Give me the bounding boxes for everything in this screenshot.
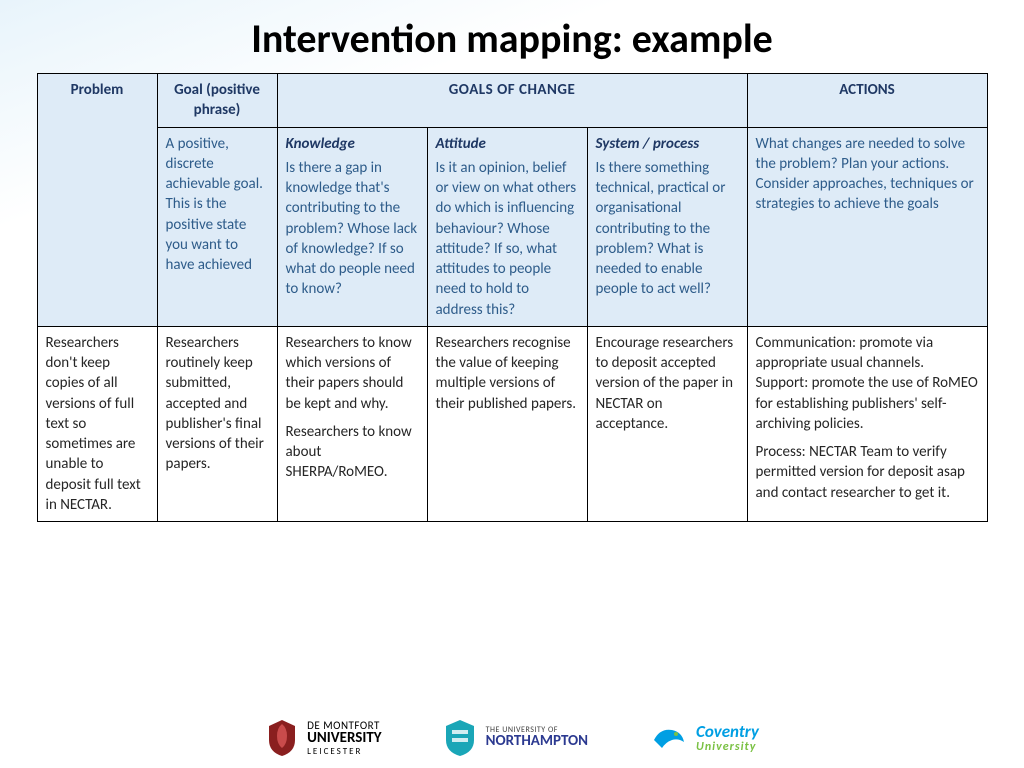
cell-actions-p2: Process: NECTAR Team to verify permitted… <box>756 442 979 503</box>
sub-system-label: System / process <box>596 134 739 154</box>
cell-knowledge-p2: Researchers to know about SHERPA/RoMEO. <box>286 422 419 483</box>
logo-northampton: THE UNIVERSITY OF NORTHAMPTON <box>442 718 588 758</box>
cell-goal: Researchers routinely keep submitted, ac… <box>157 326 277 521</box>
cell-knowledge: Researchers to know which versions of th… <box>277 326 427 521</box>
sub-knowledge: Knowledge Is there a gap in knowledge th… <box>277 127 427 326</box>
slide-title: Intervention mapping: example <box>0 0 1024 73</box>
coventry-line1: Coventry <box>696 723 759 741</box>
northampton-text: THE UNIVERSITY OF NORTHAMPTON <box>486 726 588 750</box>
coventry-line2: University <box>696 741 759 754</box>
coventry-text: Coventry University <box>696 723 759 753</box>
sub-goal: A positive, discrete achievable goal. Th… <box>157 127 277 326</box>
sub-knowledge-label: Knowledge <box>286 134 419 154</box>
sub-attitude-desc: Is it an opinion, belief or view on what… <box>436 158 579 320</box>
cell-actions-p1: Communication: promote via appropriate u… <box>756 333 979 434</box>
dmu-text: DE MONTFORT UNIVERSITY LEICESTER <box>307 720 381 757</box>
cell-system: Encourage researchers to deposit accepte… <box>587 326 747 521</box>
col-problem: Problem <box>37 74 157 327</box>
table-header-row: Problem Goal (positive phrase) GOALS OF … <box>37 74 987 128</box>
northampton-line2: NORTHAMPTON <box>486 734 588 750</box>
sub-actions-desc: What changes are needed to solve the pro… <box>756 134 979 215</box>
table-data-row: Researchers don't keep copies of all ver… <box>37 326 987 521</box>
sub-system-desc: Is there something technical, practical … <box>596 158 739 300</box>
northampton-shield-icon <box>442 718 478 758</box>
sub-actions: What changes are needed to solve the pro… <box>747 127 987 326</box>
logo-dmu: DE MONTFORT UNIVERSITY LEICESTER <box>265 718 381 758</box>
dmu-line2: UNIVERSITY <box>307 731 381 747</box>
cell-attitude: Researchers recognise the value of keepi… <box>427 326 587 521</box>
logo-bar: DE MONTFORT UNIVERSITY LEICESTER THE UNI… <box>0 718 1024 758</box>
sub-knowledge-desc: Is there a gap in knowledge that's contr… <box>286 158 419 300</box>
cell-problem: Researchers don't keep copies of all ver… <box>37 326 157 521</box>
table-subheader-row: A positive, discrete achievable goal. Th… <box>37 127 987 326</box>
sub-goal-desc: A positive, discrete achievable goal. Th… <box>166 134 269 276</box>
dmu-crest-icon <box>265 718 299 758</box>
sub-attitude: Attitude Is it an opinion, belief or vie… <box>427 127 587 326</box>
col-goal: Goal (positive phrase) <box>157 74 277 128</box>
sub-attitude-label: Attitude <box>436 134 579 154</box>
col-actions: ACTIONS <box>747 74 987 128</box>
coventry-bird-icon <box>648 718 688 758</box>
col-goals-of-change: GOALS OF CHANGE <box>277 74 747 128</box>
logo-coventry: Coventry University <box>648 718 759 758</box>
dmu-line3: LEICESTER <box>307 747 381 756</box>
cell-knowledge-p1: Researchers to know which versions of th… <box>286 333 419 414</box>
cell-actions: Communication: promote via appropriate u… <box>747 326 987 521</box>
sub-system: System / process Is there something tech… <box>587 127 747 326</box>
intervention-table: Problem Goal (positive phrase) GOALS OF … <box>37 73 988 522</box>
